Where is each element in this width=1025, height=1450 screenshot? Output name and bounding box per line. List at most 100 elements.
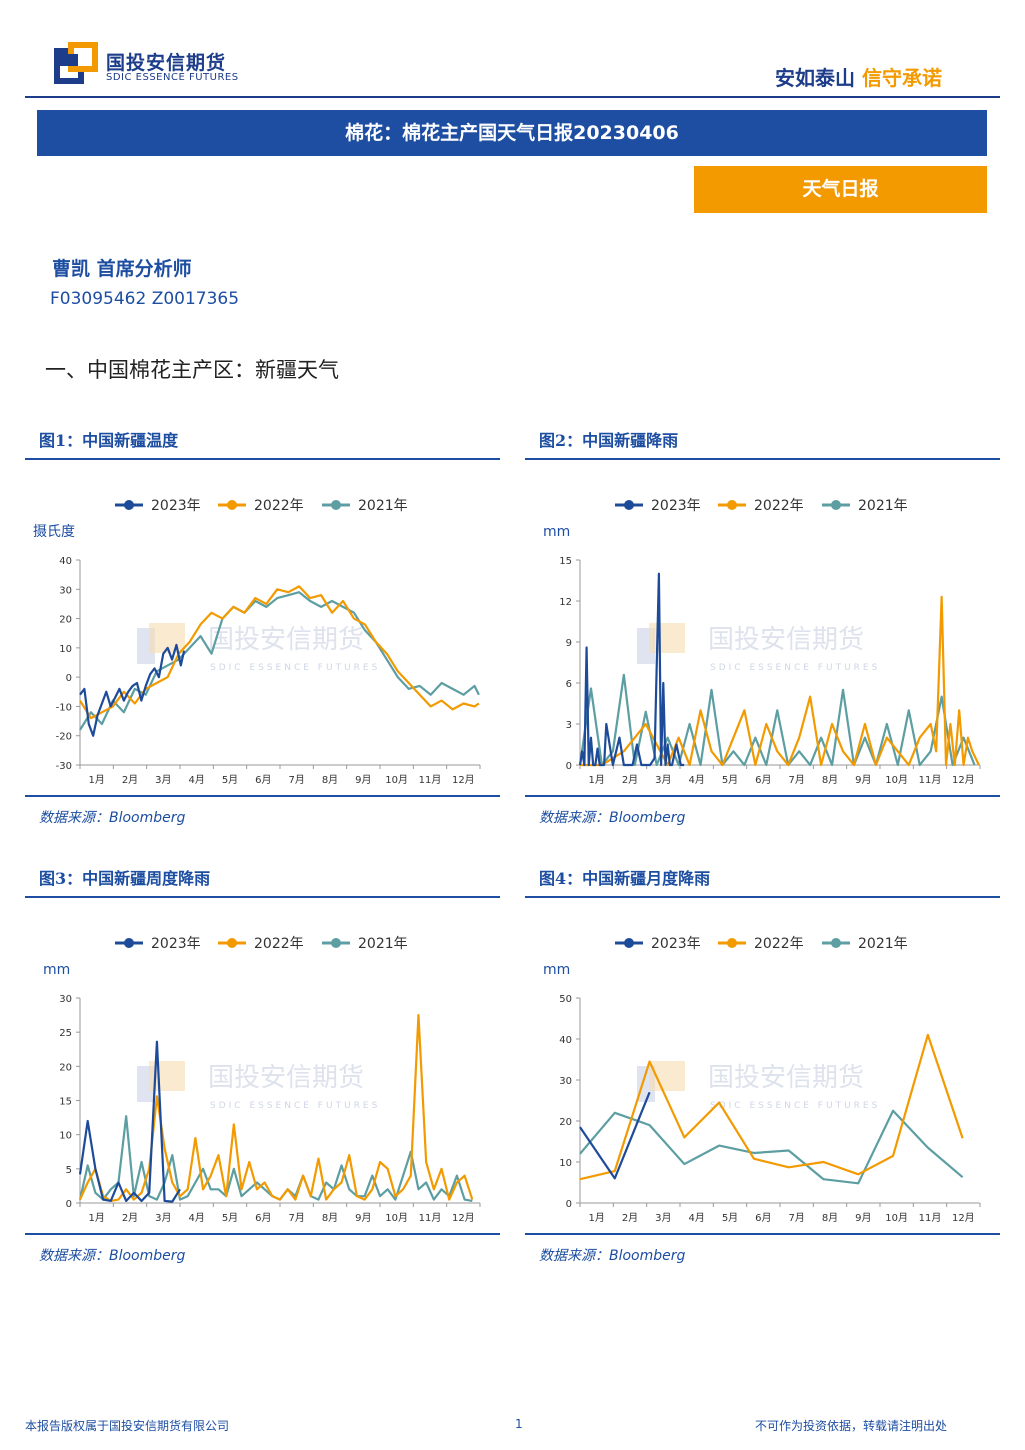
chart-rule xyxy=(525,896,1000,898)
y-tick-label: 20 xyxy=(59,1062,72,1073)
x-tick-label: 2月 xyxy=(622,774,638,786)
x-tick-label: 9月 xyxy=(855,774,871,786)
watermark-logo xyxy=(649,1061,685,1091)
series-line-2021 xyxy=(579,1109,964,1185)
legend-label: 2023年 xyxy=(151,498,201,514)
x-tick-label: 3月 xyxy=(155,774,171,786)
series-line-2023 xyxy=(79,643,186,737)
y-tick-label: 12 xyxy=(559,597,572,608)
x-tick-label: 11月 xyxy=(419,1212,442,1224)
axis-unit: mm xyxy=(543,524,570,540)
legend-marker xyxy=(331,500,341,510)
x-tick-label: 8月 xyxy=(322,1212,338,1224)
footer-copyright: 本报告版权属于国投安信期货有限公司 xyxy=(25,1419,230,1433)
y-tick-label: 10 xyxy=(59,644,72,655)
legend-marker xyxy=(124,500,134,510)
legend-marker xyxy=(624,500,634,510)
report-type-badge: 天气日报 xyxy=(694,166,987,213)
x-tick-label: 8月 xyxy=(322,774,338,786)
y-tick-label: 30 xyxy=(59,994,72,1005)
y-tick-label: 15 xyxy=(59,1097,72,1108)
legend-label: 2021年 xyxy=(358,498,408,514)
x-tick-label: 12月 xyxy=(952,1212,975,1224)
series-line-2022 xyxy=(580,595,980,767)
series-line-2022 xyxy=(579,1033,964,1181)
chart-title: 图3：中国新疆周度降雨 xyxy=(39,869,211,888)
chart-monthly-rainfall: 2023年 2022年 2021年 mm 国投安信期货 SDIC ESSENCE FUTU… xyxy=(543,936,981,1224)
legend-marker xyxy=(124,938,134,948)
axis-unit: mm xyxy=(543,962,570,978)
series-line-2021 xyxy=(578,673,976,767)
y-tick-label: 0 xyxy=(66,673,72,684)
legend-marker xyxy=(227,938,237,948)
y-tick-label: 10 xyxy=(59,1131,72,1142)
x-tick-label: 9月 xyxy=(355,1212,371,1224)
watermark-subtext: SDIC ESSENCE FUTURES xyxy=(710,663,880,673)
y-tick-label: 0 xyxy=(66,1199,72,1210)
logo-text: 国投安信期货 xyxy=(106,52,227,74)
x-tick-label: 5月 xyxy=(722,774,738,786)
x-tick-label: 6月 xyxy=(755,774,771,786)
legend-marker xyxy=(727,938,737,948)
watermark-subtext: SDIC ESSENCE FUTURES xyxy=(210,663,380,673)
legend-marker xyxy=(727,500,737,510)
y-tick-label: 20 xyxy=(59,615,72,626)
x-tick-label: 1月 xyxy=(588,774,604,786)
watermark-subtext: SDIC ESSENCE FUTURES xyxy=(210,1101,380,1111)
y-tick-label: 50 xyxy=(559,994,572,1005)
legend-label: 2022年 xyxy=(754,498,804,514)
chart-title: 图1：中国新疆温度 xyxy=(39,431,179,450)
chart-title: 图2：中国新疆降雨 xyxy=(539,431,679,450)
x-tick-label: 2月 xyxy=(122,1212,138,1224)
legend-label: 2022年 xyxy=(254,498,304,514)
x-tick-label: 7月 xyxy=(788,1212,804,1224)
x-tick-label: 2月 xyxy=(622,1212,638,1224)
y-tick-label: -10 xyxy=(56,702,72,713)
x-tick-label: 3月 xyxy=(655,1212,671,1224)
x-tick-label: 5月 xyxy=(222,774,238,786)
series-line-2021 xyxy=(79,591,480,731)
x-tick-label: 6月 xyxy=(755,1212,771,1224)
x-tick-label: 10月 xyxy=(885,774,908,786)
logo-subtext: SDIC ESSENCE FUTURES xyxy=(106,72,239,83)
y-tick-label: 3 xyxy=(566,720,572,731)
x-tick-label: 12月 xyxy=(952,774,975,786)
chart-panel-2: 图2：中国新疆降雨 2023年 2022年 2021年 mm 国投安信期货 SDIC ES… xyxy=(525,425,1000,835)
axis-unit: mm xyxy=(43,962,70,978)
section-heading: 一、中国棉花主产区：新疆天气 xyxy=(45,358,339,382)
y-tick-label: -30 xyxy=(56,761,72,772)
x-tick-label: 3月 xyxy=(655,774,671,786)
y-tick-label: 15 xyxy=(559,556,572,567)
series-line-2023 xyxy=(578,572,685,767)
x-tick-label: 8月 xyxy=(822,1212,838,1224)
x-tick-label: 7月 xyxy=(288,774,304,786)
chart-rainfall: 2023年 2022年 2021年 mm 国投安信期货 SDIC ESSENCE FUTU… xyxy=(543,498,981,786)
y-tick-label: -20 xyxy=(56,732,72,743)
x-tick-label: 10月 xyxy=(385,774,408,786)
y-tick-label: 25 xyxy=(59,1028,72,1039)
chart-rule xyxy=(25,1233,500,1235)
y-tick-label: 40 xyxy=(559,1035,572,1046)
series-line-2022 xyxy=(78,1013,474,1203)
series-line-2023 xyxy=(579,1091,651,1180)
x-tick-label: 6月 xyxy=(255,1212,271,1224)
y-tick-label: 9 xyxy=(566,638,572,649)
y-tick-label: 40 xyxy=(59,556,72,567)
x-tick-label: 4月 xyxy=(688,1212,704,1224)
watermark-text: 国投安信期货 xyxy=(208,625,364,655)
watermark-text: 国投安信期货 xyxy=(708,1063,864,1093)
slogan-part-1: 安如泰山 xyxy=(775,66,855,90)
chart-title: 图4：中国新疆月度降雨 xyxy=(539,869,711,888)
x-tick-label: 5月 xyxy=(222,1212,238,1224)
chart-rule xyxy=(25,795,500,797)
x-tick-label: 11月 xyxy=(919,774,942,786)
y-tick-label: 0 xyxy=(566,761,572,772)
chart-rule xyxy=(525,1233,1000,1235)
y-tick-label: 0 xyxy=(566,1199,572,1210)
logo-icon xyxy=(54,42,98,84)
x-tick-label: 5月 xyxy=(722,1212,738,1224)
legend-label: 2023年 xyxy=(651,498,701,514)
x-tick-label: 1月 xyxy=(88,774,104,786)
x-tick-label: 10月 xyxy=(885,1212,908,1224)
x-tick-label: 11月 xyxy=(919,1212,942,1224)
